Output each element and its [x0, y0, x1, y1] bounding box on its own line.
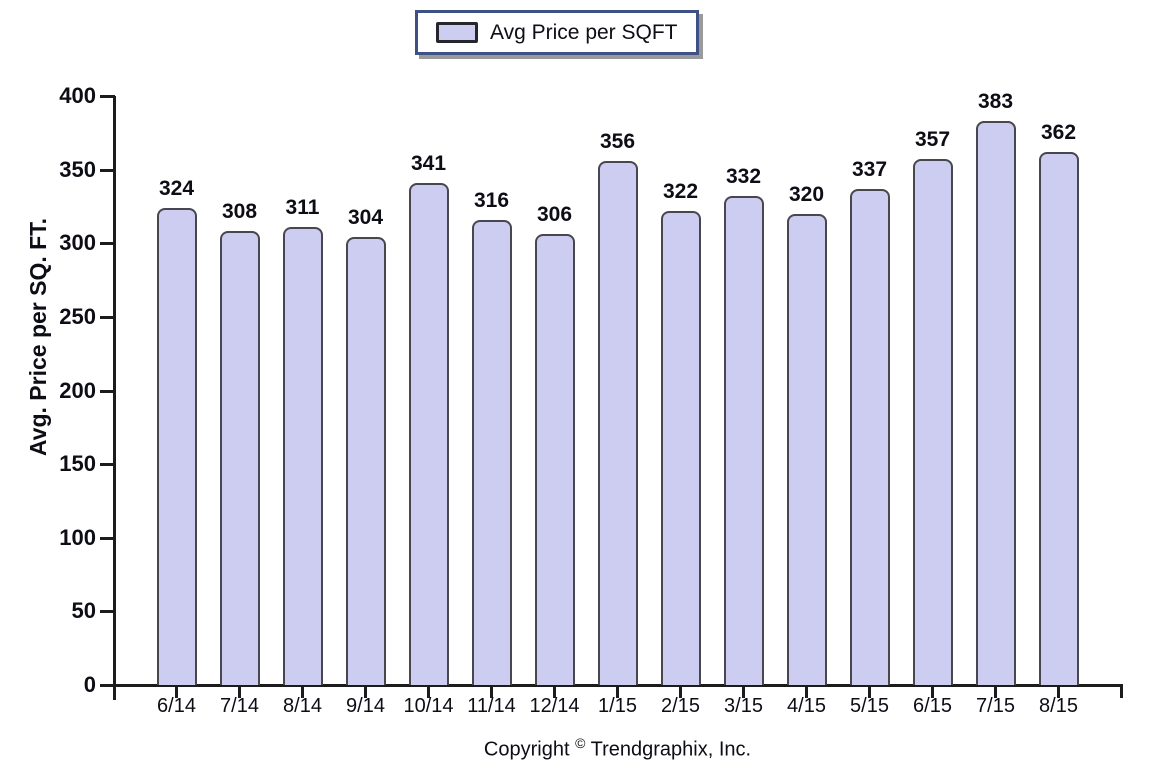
x-tick-mark — [931, 687, 934, 698]
y-tick-mark — [100, 610, 115, 614]
x-tick-mark — [742, 687, 745, 698]
x-tick-label: 8/15 — [1039, 695, 1078, 717]
bar-value-label: 362 — [1040, 121, 1077, 144]
bar-value-label: 322 — [662, 180, 699, 203]
x-tick-label: 9/14 — [346, 695, 385, 717]
x-tick-label: 8/14 — [283, 695, 322, 717]
x-tick-mark — [679, 687, 682, 698]
y-tick-label: 50 — [71, 598, 96, 624]
x-tick-mark — [175, 687, 178, 698]
copyright-suffix: Trendgraphix, Inc. — [590, 738, 752, 761]
bar-value-label: 324 — [158, 177, 195, 200]
bar-value-label: 311 — [285, 196, 320, 219]
bar-8/15 — [1038, 152, 1079, 685]
y-tick-mark — [100, 315, 115, 319]
bar-value-label: 356 — [599, 130, 636, 153]
x-tick-label: 10/14 — [403, 695, 454, 717]
legend-label: Avg Price per SQFT — [490, 20, 678, 44]
bar-12/14 — [534, 234, 575, 685]
x-tick-mark — [616, 687, 619, 698]
copyright-symbol-icon: © — [575, 735, 586, 751]
y-tick-label: 300 — [59, 230, 96, 256]
y-tick-mark — [100, 463, 115, 467]
copyright-text: Copyright © Trendgraphix, Inc. — [115, 735, 1120, 762]
x-tick-label: 11/14 — [467, 695, 516, 717]
x-tick-label: 3/15 — [724, 695, 763, 717]
y-tick-mark — [100, 684, 115, 687]
bar-5/15 — [849, 189, 890, 685]
y-tick-mark — [100, 168, 115, 172]
bar-3/15 — [723, 196, 764, 685]
y-axis-line — [113, 96, 116, 700]
y-tick-label: 150 — [59, 451, 96, 477]
y-tick-label: 200 — [59, 377, 96, 403]
x-tick-label: 7/14 — [220, 695, 259, 717]
copyright-prefix: Copyright — [483, 738, 570, 761]
y-tick-mark — [100, 536, 115, 540]
y-tick-mark — [100, 389, 115, 393]
x-tick-mark — [994, 687, 997, 698]
bar-value-label: 332 — [725, 165, 762, 188]
bar-7/14 — [219, 231, 260, 685]
bar-7/15 — [975, 121, 1016, 685]
bar-2/15 — [660, 211, 701, 685]
x-axis-end-tick — [1120, 687, 1123, 698]
bar-6/14 — [156, 208, 197, 685]
x-tick-label: 4/15 — [787, 695, 826, 717]
bar-11/14 — [471, 220, 512, 685]
legend: Avg Price per SQFT — [415, 10, 699, 55]
y-tick-label: 350 — [59, 156, 96, 182]
bar-value-label: 308 — [221, 200, 258, 223]
y-tick-mark — [100, 95, 115, 98]
bar-value-label: 357 — [914, 128, 951, 151]
bar-value-label: 383 — [977, 90, 1014, 113]
y-tick-label: 400 — [59, 83, 96, 108]
x-tick-mark — [301, 687, 304, 698]
bar-6/15 — [912, 159, 953, 685]
y-tick-label: 100 — [59, 524, 96, 550]
x-tick-label: 7/15 — [976, 695, 1015, 717]
bar-1/15 — [597, 161, 638, 685]
y-tick-label: 250 — [59, 303, 96, 329]
bar-8/14 — [282, 227, 323, 685]
x-tick-label: 6/14 — [157, 695, 196, 717]
legend-swatch-icon — [436, 22, 478, 43]
y-tick-mark — [100, 242, 115, 246]
bar-10/14 — [408, 183, 449, 685]
x-tick-mark — [868, 687, 871, 698]
x-tick-mark — [553, 687, 556, 698]
bar-value-label: 341 — [410, 152, 447, 175]
x-tick-label: 2/15 — [661, 695, 700, 717]
x-tick-label: 5/15 — [850, 695, 889, 717]
bar-value-label: 320 — [788, 183, 825, 206]
x-tick-mark — [490, 687, 493, 698]
x-tick-label: 6/15 — [913, 695, 952, 717]
bar-9/14 — [345, 237, 386, 685]
x-tick-label: 1/15 — [598, 695, 637, 717]
x-tick-mark — [427, 687, 430, 698]
x-axis-line — [100, 684, 1123, 687]
bar-4/15 — [786, 214, 827, 685]
bar-value-label: 337 — [851, 158, 888, 181]
bar-value-label: 316 — [473, 189, 510, 212]
x-tick-mark — [238, 687, 241, 698]
bar-value-label: 304 — [347, 206, 384, 229]
x-tick-mark — [364, 687, 367, 698]
x-tick-mark — [1057, 687, 1060, 698]
y-tick-label: 0 — [83, 672, 96, 697]
x-tick-label: 12/14 — [529, 695, 580, 717]
x-tick-mark — [805, 687, 808, 698]
bar-value-label: 306 — [536, 203, 573, 226]
